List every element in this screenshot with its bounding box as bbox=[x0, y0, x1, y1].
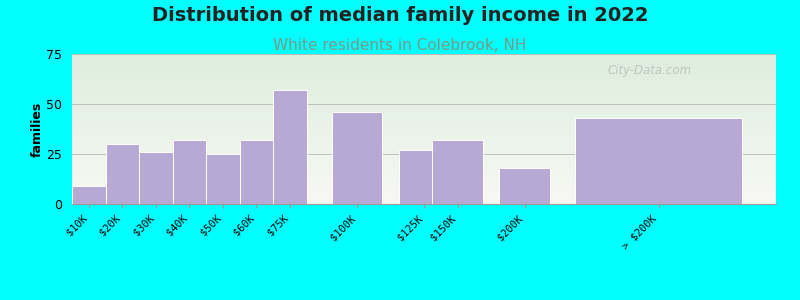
Bar bbox=[72, 186, 106, 204]
Bar bbox=[273, 90, 306, 204]
Y-axis label: families: families bbox=[30, 101, 43, 157]
Text: City-Data.com: City-Data.com bbox=[607, 64, 691, 77]
Bar bbox=[240, 140, 273, 204]
Bar bbox=[499, 168, 550, 204]
Bar bbox=[173, 140, 206, 204]
Bar bbox=[399, 150, 449, 204]
Bar bbox=[432, 140, 482, 204]
Bar bbox=[106, 144, 139, 204]
Bar bbox=[332, 112, 382, 204]
Text: White residents in Colebrook, NH: White residents in Colebrook, NH bbox=[274, 38, 526, 52]
Bar bbox=[206, 154, 240, 204]
Bar bbox=[139, 152, 173, 204]
Text: Distribution of median family income in 2022: Distribution of median family income in … bbox=[152, 6, 648, 25]
Bar bbox=[575, 118, 742, 204]
